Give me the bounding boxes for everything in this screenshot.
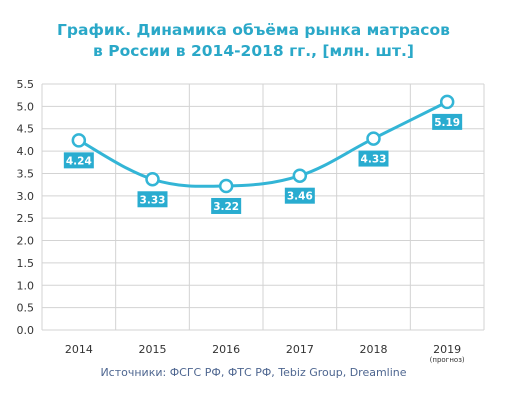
data-point (366, 131, 381, 146)
data-point (439, 94, 455, 110)
data-label-box (63, 152, 94, 169)
data-label-box (211, 197, 242, 214)
y-tick-label: 4.5 (17, 123, 35, 136)
data-label-box (137, 191, 168, 208)
data-point (71, 133, 87, 148)
y-tick-label: 0.0 (17, 324, 35, 337)
chart-title-line-2: в России в 2014-2018 гг., [млн. шт.] (93, 42, 414, 60)
y-tick-label: 4.0 (17, 145, 35, 158)
y-tick-label: 3.0 (17, 190, 35, 203)
x-tick-label: 2018 (360, 343, 388, 356)
data-points (71, 94, 455, 194)
y-tick-label: 2.0 (17, 235, 35, 248)
data-point (218, 178, 234, 194)
data-label: 3.33 (140, 194, 166, 206)
data-label: 3.22 (213, 201, 239, 213)
x-tick-label: 2015 (139, 343, 167, 356)
data-label-box (284, 187, 315, 204)
y-tick-label: 0.5 (17, 302, 35, 315)
x-tick-label: 2016 (212, 343, 240, 356)
y-axis-tick-labels: 0.0 0.5 1.0 1.5 2.0 2.5 3.0 3.5 4.0 4.5 5.0 5.5 (17, 78, 35, 337)
x-tick-label: 2019 (433, 343, 461, 356)
data-point (145, 172, 160, 187)
data-point (292, 168, 308, 183)
y-tick-label: 5.5 (17, 78, 35, 91)
series-line-group (77, 100, 449, 188)
x-tick-label: 2014 (65, 343, 93, 356)
y-tick-label: 1.5 (17, 257, 35, 270)
chart-title: График. Динамика объёма рынка матрасов в… (0, 20, 507, 62)
y-tick-label: 2.5 (17, 212, 35, 225)
data-label: 3.46 (287, 191, 313, 203)
chart-title-line-1: График. Динамика объёма рынка матрасов (57, 21, 450, 39)
source-note: Источники: ФСГС РФ, ФТС РФ, Tebiz Group,… (100, 366, 407, 379)
y-tick-label: 5.0 (17, 100, 35, 113)
data-labels: 4.24 3.33 3.22 3.46 4.33 5.19 (63, 113, 463, 214)
y-tick-label: 3.5 (17, 167, 35, 180)
data-label: 4.33 (361, 154, 387, 166)
x-tick-note: (прогноз) (430, 356, 465, 364)
data-label: 5.19 (434, 117, 460, 129)
x-tick-label: 2017 (286, 343, 314, 356)
series-line (77, 100, 449, 188)
data-label: 4.24 (66, 155, 92, 167)
x-axis-tick-labels: 2014 2015 2016 2017 2018 2019(прогноз) (65, 343, 465, 364)
grid-lines (41, 83, 485, 331)
data-label-box (432, 113, 463, 130)
data-label-box (358, 150, 389, 167)
y-tick-label: 1.0 (17, 279, 35, 292)
